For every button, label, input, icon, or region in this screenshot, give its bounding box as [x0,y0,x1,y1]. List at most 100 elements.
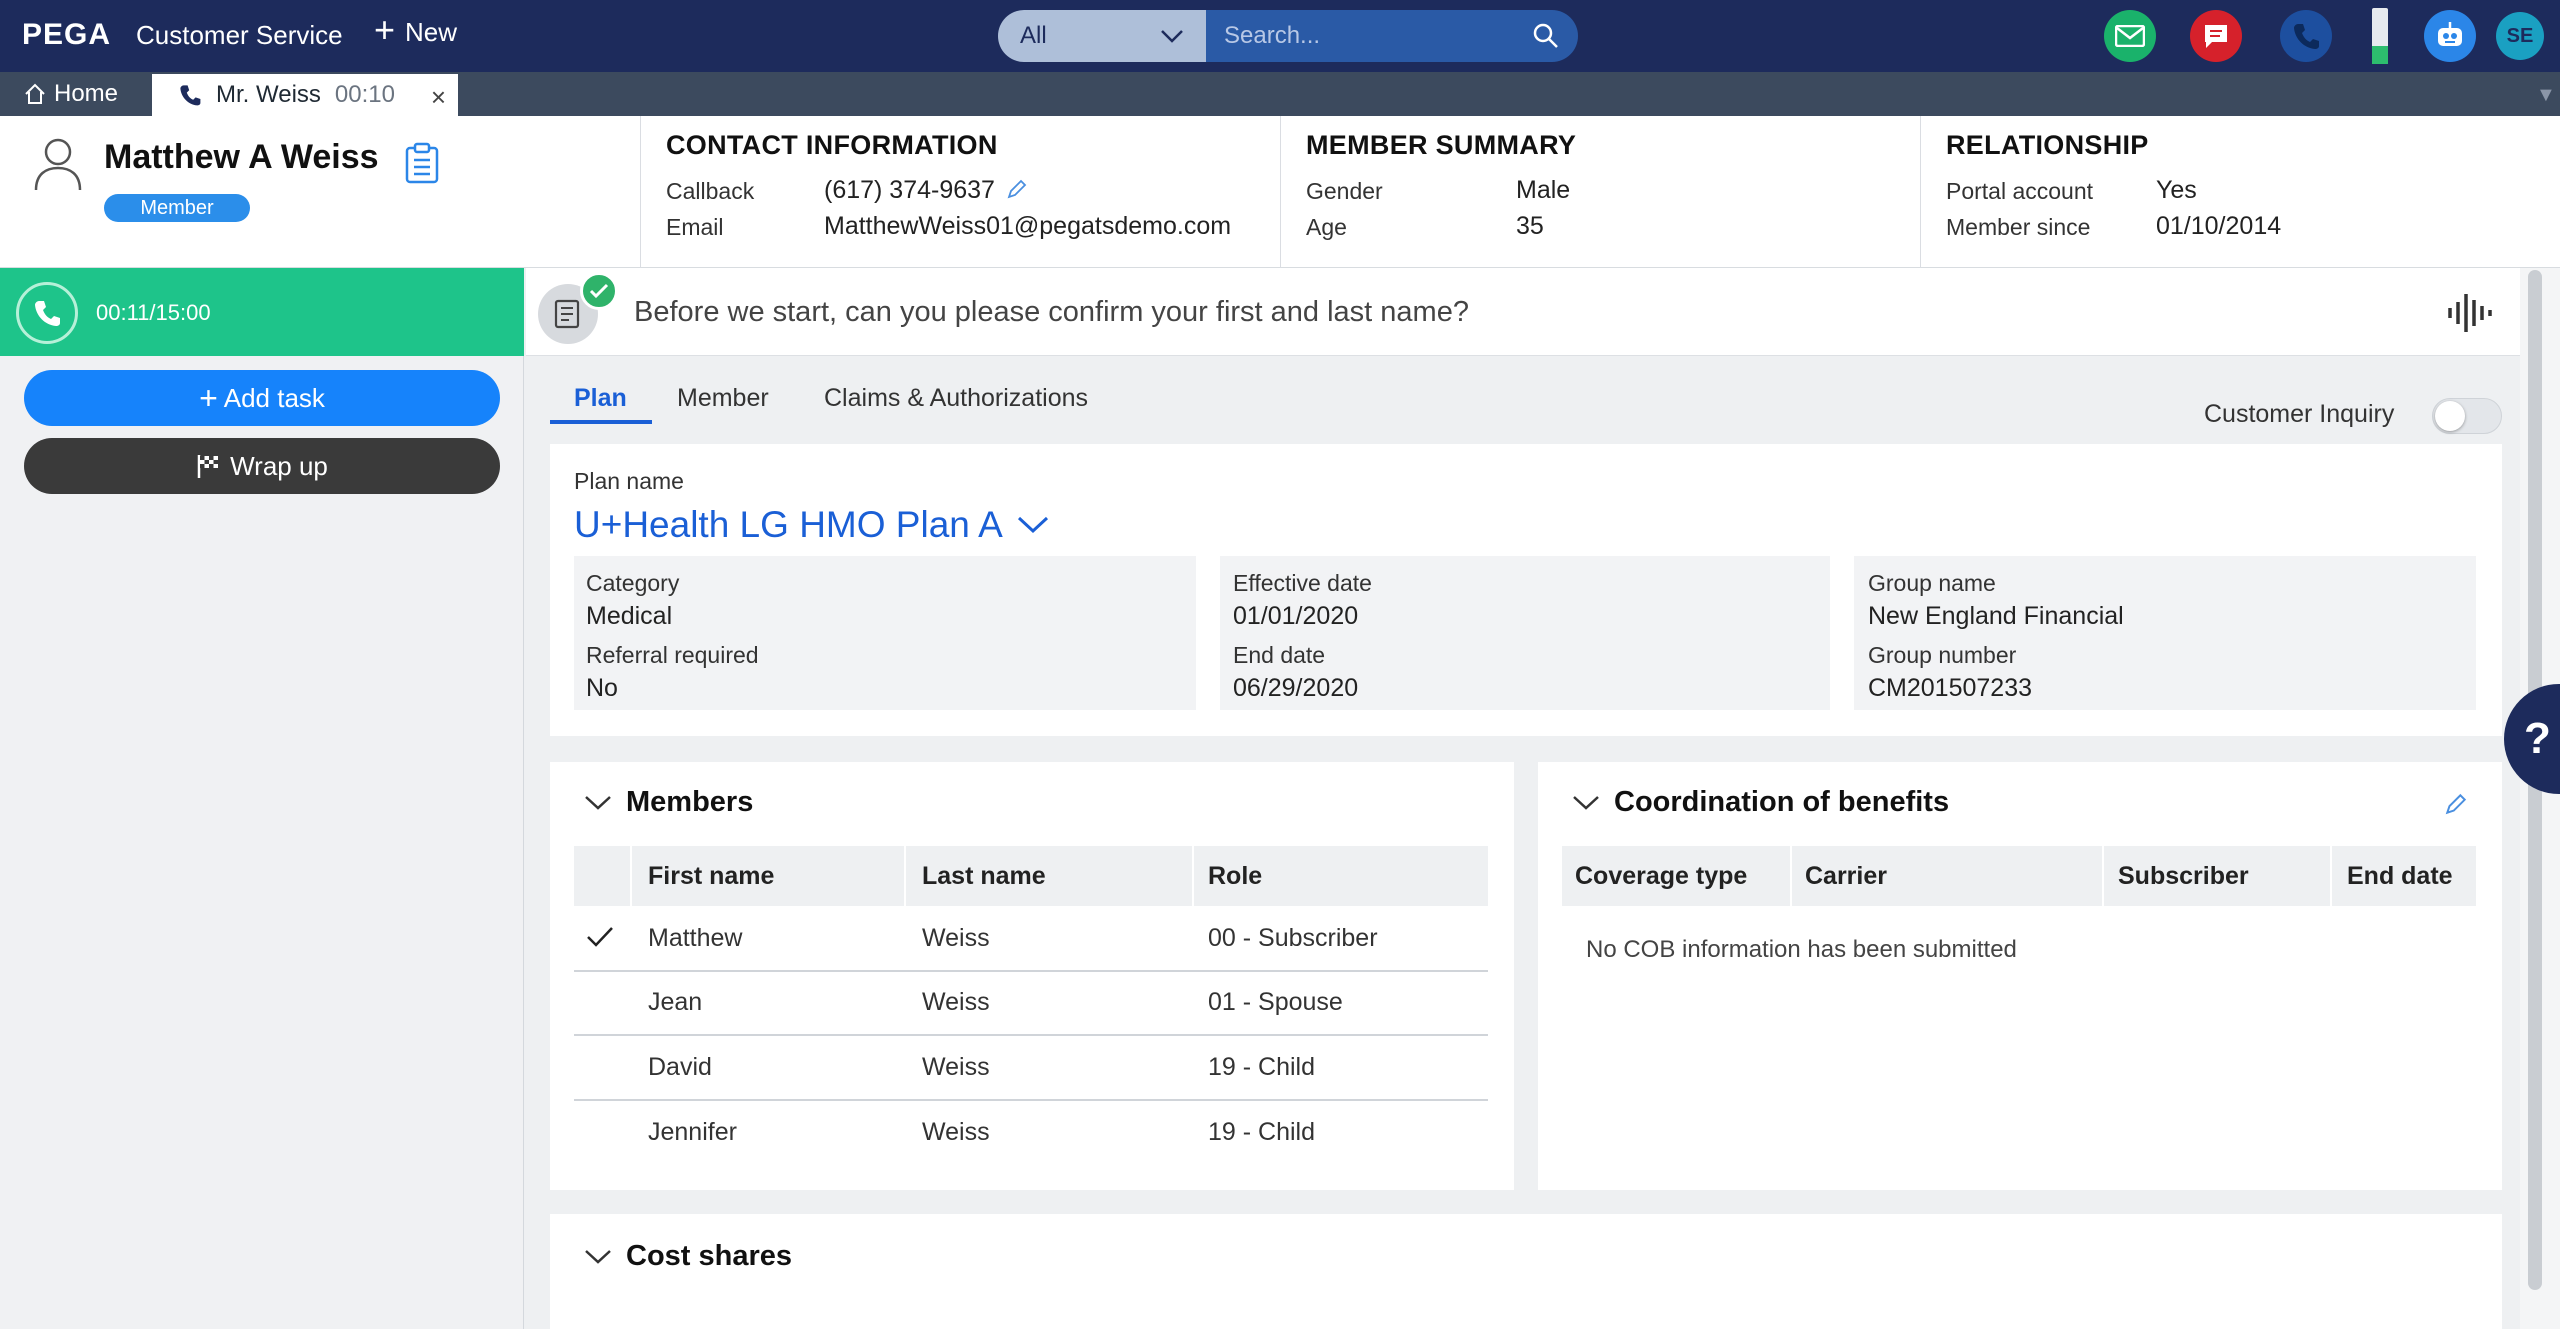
search-bar: All [998,10,1578,62]
bot-icon[interactable] [2424,10,2476,62]
triangle-down-icon[interactable]: ▼ [2536,84,2556,106]
search-icon[interactable] [1532,22,1560,50]
phone-icon[interactable] [2280,10,2332,62]
cob-title: Coordination of benefits [1614,786,1950,818]
end-date-label: End date [1233,642,1326,668]
group-number-label: Group number [1868,642,2017,668]
tab-active-indicator [550,420,652,424]
category-label: Category [586,570,680,596]
effective-date-label: Effective date [1233,570,1372,596]
members-section-toggle[interactable]: Members [584,786,753,819]
tab-call[interactable]: Mr. Weiss 00:10 × [152,74,458,116]
portal-account-label: Portal account [1946,178,2094,204]
column-header-coverage-type[interactable]: Coverage type [1575,862,1748,890]
column-header-subscriber[interactable]: Subscriber [2118,862,2249,890]
script-bar [526,268,2534,356]
pega-logo[interactable]: PEGA [22,18,112,51]
divider [1790,846,1792,906]
flag-icon [197,455,219,478]
cost-shares-title: Cost shares [626,1240,793,1272]
mail-icon[interactable] [2104,10,2156,62]
help-button[interactable]: ? [2504,684,2560,794]
plan-dates-box [1220,556,1830,710]
contact-title: CONTACT INFORMATION [666,130,998,160]
members-card [550,762,1514,1190]
group-name-label: Group name [1868,570,1996,596]
row-divider [574,1034,1488,1036]
email-label: Email [666,214,724,240]
member-last-name: Weiss [922,988,990,1016]
chevron-down-icon [585,1249,611,1264]
chevron-down-icon [1017,516,1048,534]
divider [1920,116,1921,268]
chat-icon[interactable] [2190,10,2242,62]
search-input[interactable] [1206,10,1578,62]
group-name-value: New England Financial [1868,602,2124,630]
gender-value: Male [1516,176,1571,204]
column-header-last-name[interactable]: Last name [922,862,1046,890]
column-header-role[interactable]: Role [1208,862,1263,890]
divider [904,846,906,906]
end-date-value: 06/29/2020 [1233,674,1359,702]
row-divider [574,1099,1488,1101]
app-name[interactable]: Customer Service [136,20,343,50]
divider [2102,846,2104,906]
user-avatar[interactable]: SE [2496,12,2544,60]
customer-inquiry-toggle[interactable] [2432,398,2502,434]
plan-category-box [574,556,1196,710]
wrap-up-button[interactable]: Wrap up [24,438,500,494]
cob-section-toggle[interactable]: Coordination of benefits [1572,786,1949,819]
portal-account-value: Yes [2156,176,2197,204]
email-value[interactable]: MatthewWeiss01@pegatsdemo.com [824,212,1232,240]
column-header-first-name[interactable]: First name [648,862,775,890]
script-prompt: Before we start, can you please confirm … [634,296,1469,328]
cost-shares-card [550,1214,2502,1329]
call-timer-ring[interactable] [16,282,78,344]
callback-value[interactable]: (617) 374-9637 [824,176,995,204]
tab-member[interactable]: Member [677,384,769,412]
close-icon[interactable]: × [430,82,446,112]
plus-icon: + [199,380,218,416]
coordination-of-benefits-card [1538,762,2502,1190]
divider [640,116,641,268]
new-button[interactable]: + New [374,12,458,48]
column-header-end-date[interactable]: End date [2347,862,2453,890]
phone-icon [35,301,60,326]
pencil-icon[interactable] [1006,178,1028,200]
table-row[interactable] [574,972,1488,1036]
plus-icon: + [374,9,396,50]
member-last-name: Weiss [922,1118,990,1146]
cost-shares-section-toggle[interactable]: Cost shares [584,1240,792,1273]
tab-call-timer: 00:10 [334,81,395,108]
left-panel [0,268,524,1329]
category-value: Medical [586,602,673,630]
member-first-name: Jennifer [648,1118,737,1146]
plan-name-dropdown[interactable]: U+Health LG HMO Plan A [574,504,1049,546]
clipboard-icon[interactable] [404,142,440,184]
chevron-down-icon [585,795,611,810]
home-icon [25,83,45,104]
pencil-icon[interactable] [2444,792,2468,816]
age-value: 35 [1516,212,1544,240]
add-task-button[interactable]: + Add task [24,370,500,426]
tab-home-label: Home [54,80,119,107]
column-header-carrier[interactable]: Carrier [1805,862,1887,890]
call-timer: 00:11/15:00 [96,300,211,325]
callback-label: Callback [666,178,755,204]
check-icon [580,272,618,310]
search-scope-dropdown[interactable]: All [998,10,1206,62]
member-first-name: Matthew [648,924,743,952]
phone-icon [180,85,201,106]
divider [2330,846,2332,906]
tab-claims-authorizations[interactable]: Claims & Authorizations [824,384,1089,412]
group-number-value: CM201507233 [1868,674,2033,702]
member-name: Matthew A Weiss [104,138,379,176]
tab-home[interactable]: Home [0,72,150,116]
member-since-value: 01/10/2014 [2156,212,2282,240]
member-role: 19 - Child [1208,1053,1315,1081]
new-button-label: New [405,16,458,47]
members-title: Members [626,786,754,818]
waveform-icon[interactable] [2446,292,2494,334]
tab-plan[interactable]: Plan [574,384,627,412]
plan-name-value: U+Health LG HMO Plan A [574,504,1003,545]
